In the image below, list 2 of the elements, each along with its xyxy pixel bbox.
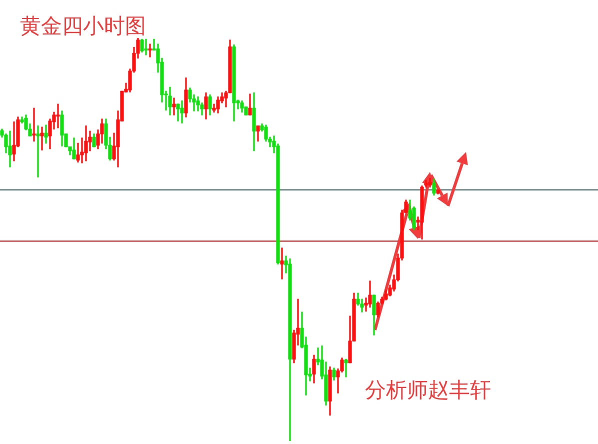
chart-title: 黄金四小时图: [20, 13, 146, 40]
annotation: 分析师赵丰轩: [365, 377, 491, 404]
